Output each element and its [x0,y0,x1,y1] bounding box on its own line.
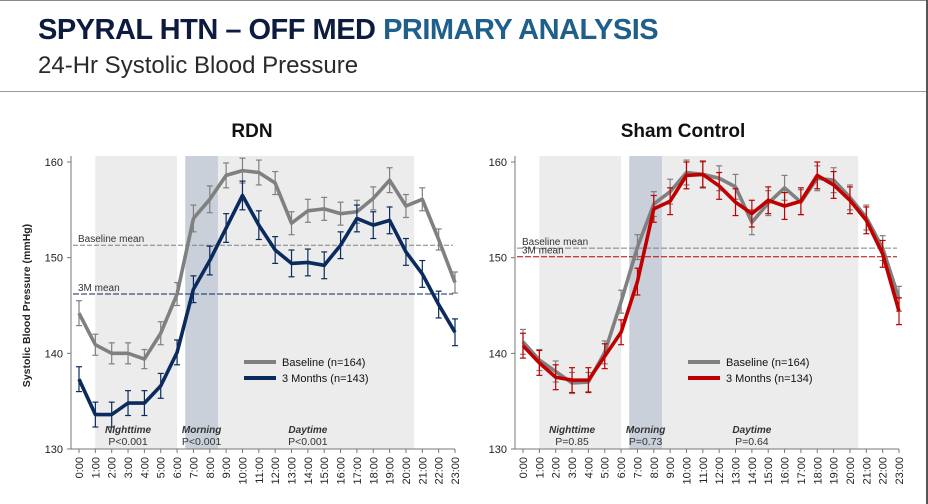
panel2-x-tick-label: 22:00 [878,457,890,485]
panel1-x-tick-label: 7:00 [188,457,200,478]
panel2-period-pvalue: P=0.64 [735,436,769,448]
panel2-nighttime-shade [539,156,622,449]
panel2-x-tick-label: 5:00 [600,457,612,478]
panel2-title: Sham Control [621,121,746,142]
panel1-y-axis-label: Systolic Blood Pressure (mmHg) [21,224,33,387]
panel2-x-tick-label: 19:00 [829,457,841,485]
panel1-x-tick-label: 6:00 [172,457,184,478]
panel2-x-tick-label: 15:00 [763,457,775,485]
panel2-y-tick-label: 140 [489,348,507,360]
panel2-legend-label: 3 Months (n=134) [726,373,813,385]
panel1-series2-line [77,193,457,417]
panel1-x-tick-label: 23:00 [450,457,462,485]
panel1-x-tick-label: 13:00 [287,457,299,485]
panel1-x-tick-label: 5:00 [156,457,168,478]
panel2-period-label: Nighttime [549,425,596,436]
panel1-x-tick-label: 1:00 [90,457,102,478]
panel1-x-tick-label: 11:00 [254,457,266,484]
panel2-x-tick-label: 1:00 [534,457,546,478]
panel2-legend-label: Baseline (n=164) [726,357,809,369]
panel2-series1-line [521,170,901,385]
panel2-period-label: Morning [626,425,665,436]
panel1-title: RDN [231,121,272,142]
panel1-period-pvalue: P<0.001 [182,436,222,448]
panel2-x-tick-label: 17:00 [796,457,808,485]
panel2-period-pvalue: P=0.85 [555,436,589,448]
panel2-x-tick-label: 10:00 [681,457,693,485]
panel1-period-pvalue: P<0.001 [108,436,148,448]
panel1-legend-label: 3 Months (n=143) [282,373,369,385]
panel1-x-tick-label: 9:00 [221,457,233,478]
panel1-x-tick-label: 18:00 [368,457,380,485]
panel2-period-label: Daytime [732,425,771,436]
panel1-y-tick-label: 130 [45,444,63,456]
title-main: SPYRAL HTN – OFF MED [38,14,384,46]
panel2-x-tick-label: 20:00 [845,457,857,485]
panel2-x-tick-label: 0:00 [518,457,530,478]
panel2-x-tick-label: 7:00 [632,457,644,478]
panel1-x-tick-label: 12:00 [270,457,282,485]
panel1-x-tick-label: 16:00 [336,457,348,485]
panel2-x-tick-label: 9:00 [665,457,677,478]
right-border [926,0,928,504]
panel2-x-tick-label: 14:00 [747,457,759,485]
panel1-y-tick-label: 140 [45,348,63,360]
panel1-x-tick-label: 10:00 [237,457,249,485]
header-divider [0,91,928,92]
slide-header: SPYRAL HTN – OFF MED PRIMARY ANALYSIS 24… [0,0,928,92]
panel1-x-tick-label: 2:00 [107,457,119,478]
panel2-daytime-shade [661,156,859,449]
panel2-x-tick-label: 12:00 [714,457,726,485]
panel1-daytime-shade [217,156,415,449]
panel1-x-tick-label: 0:00 [74,457,86,478]
panel2-x-tick-label: 6:00 [616,457,628,478]
panel1-period-label: Daytime [288,425,327,436]
panel2-period-pvalue: P=0.73 [629,436,663,448]
panel2-x-tick-label: 23:00 [894,457,906,485]
panel1-x-tick-label: 3:00 [123,457,135,478]
panel1-x-tick-label: 21:00 [417,457,429,485]
panel2-x-tick-label: 2:00 [551,457,563,478]
panel2-morning-shade [629,156,662,449]
panel1-x-tick-label: 15:00 [319,457,331,485]
panel2-x-tick-label: 11:00 [698,457,710,484]
panel2-x-tick-label: 21:00 [861,457,873,485]
slide-title: SPYRAL HTN – OFF MED PRIMARY ANALYSIS [38,14,659,47]
panel1-x-tick-label: 17:00 [352,457,364,485]
panel1-x-tick-label: 4:00 [139,457,151,478]
panel1-legend-label: Baseline (n=164) [282,357,365,369]
panel2-x-tick-label: 8:00 [649,457,661,478]
panel1-nighttime-shade [95,156,178,449]
panel2-x-tick-label: 16:00 [780,457,792,485]
panel1-series1-line [77,168,457,361]
panel1-x-tick-label: 8:00 [205,457,217,478]
panel1-x-tick-label: 22:00 [434,457,446,485]
panel1-x-tick-label: 20:00 [401,457,413,485]
panel1-period-label: Nighttime [105,425,152,436]
panel2-y-tick-label: 150 [489,253,507,265]
panel2-x-tick-label: 13:00 [731,457,743,485]
panel2-y-tick-label: 130 [489,444,507,456]
top-border [0,0,928,1]
panel2-ref-label-1: Baseline mean [522,237,588,248]
panel1-period-pvalue: P<0.001 [288,436,328,448]
panel1-x-tick-label: 14:00 [303,457,315,485]
panel1-x-tick-label: 19:00 [385,457,397,485]
panel1-ref-label-2: 3M mean [78,283,120,294]
panel1-y-tick-label: 150 [45,253,63,265]
slide-subtitle: 24-Hr Systolic Blood Pressure [38,52,359,79]
panel2-ref-label-2: 3M mean [522,246,564,257]
panel1-y-tick-label: 160 [45,157,63,169]
panel1-period-label: Morning [182,425,221,436]
panel2-x-tick-label: 18:00 [812,457,824,485]
title-accent: PRIMARY ANALYSIS [383,14,659,46]
panel1-ref-label-1: Baseline mean [78,234,144,245]
panel2-x-tick-label: 4:00 [583,457,595,478]
panel2-series2-line [521,172,901,382]
panel2-x-tick-label: 3:00 [567,457,579,478]
panel2-y-tick-label: 160 [489,157,507,169]
